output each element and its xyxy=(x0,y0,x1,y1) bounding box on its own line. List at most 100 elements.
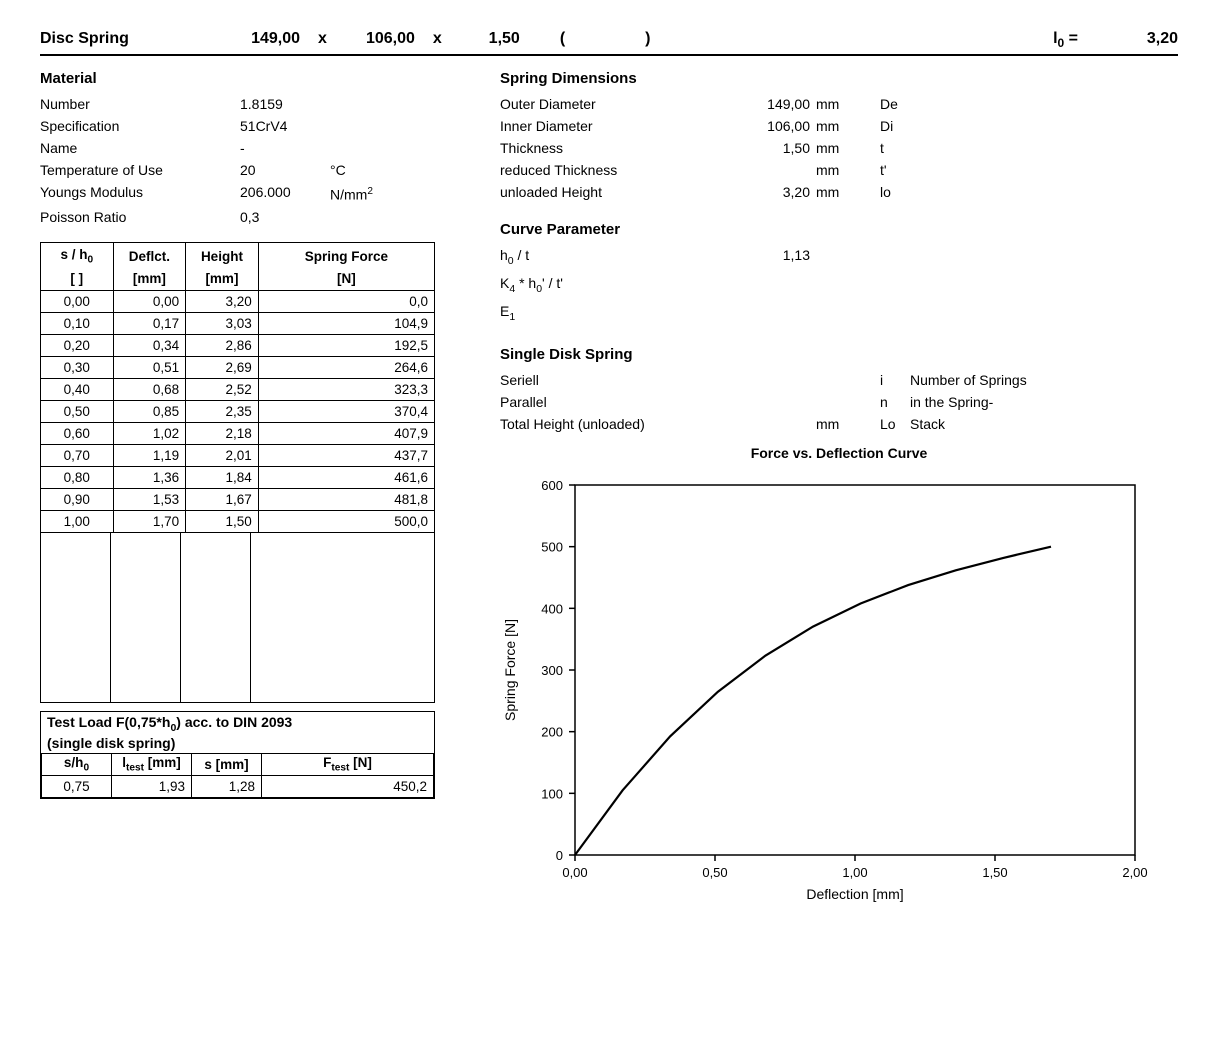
material-value: 51CrV4 xyxy=(240,115,330,137)
dim-label: Outer Diameter xyxy=(500,93,730,115)
x-tick-label: 0,50 xyxy=(702,865,727,880)
x-tick-label: 1,50 xyxy=(982,865,1007,880)
sd-label: Parallel xyxy=(500,391,730,413)
material-value: 20 xyxy=(240,159,330,181)
material-label: Name xyxy=(40,137,240,159)
dim-unit: mm xyxy=(810,93,860,115)
table-cell: 0,90 xyxy=(41,488,114,510)
table-header-unit: [mm] xyxy=(113,267,186,291)
table-cell: 437,7 xyxy=(258,444,434,466)
times-2: x xyxy=(433,30,442,48)
chart-container: 01002003004005006000,000,501,001,502,00S… xyxy=(480,465,1160,905)
table-cell: 407,9 xyxy=(258,422,434,444)
dim-unit: mm xyxy=(810,159,860,181)
testload-cell: 1,28 xyxy=(192,776,262,798)
dimension-row: unloaded Height3,20mmlo xyxy=(500,181,1178,203)
material-label: Specification xyxy=(40,115,240,137)
curve-param-label: E1 xyxy=(500,300,730,328)
dim-unit: mm xyxy=(810,115,860,137)
material-label: Temperature of Use xyxy=(40,159,240,181)
table-cell: 0,85 xyxy=(113,400,186,422)
dim-thick: 1,50 xyxy=(460,30,520,48)
table-cell: 0,00 xyxy=(113,290,186,312)
table-cell: 2,52 xyxy=(186,378,259,400)
table-cell: 1,00 xyxy=(41,510,114,532)
table-cell: 0,40 xyxy=(41,378,114,400)
y-tick-label: 100 xyxy=(541,786,563,801)
table-row: 1,001,701,50500,0 xyxy=(41,510,435,532)
curve-param-value xyxy=(730,300,810,328)
curve-parameter-list: h0 / t1,13K4 * h0' / t'E1 xyxy=(500,244,1178,327)
table-cell: 192,5 xyxy=(258,334,434,356)
material-row: Youngs Modulus206.000N/mm2 xyxy=(40,181,470,206)
single-disk-list: SerielliNumber of SpringsParallelnin the… xyxy=(500,369,1178,435)
single-disk-row: Total Height (unloaded)mmLoStack xyxy=(500,413,1178,435)
table-cell: 0,0 xyxy=(258,290,434,312)
dim-unit: mm xyxy=(810,181,860,203)
table-cell: 0,20 xyxy=(41,334,114,356)
y-tick-label: 400 xyxy=(541,601,563,616)
table-cell: 1,67 xyxy=(186,488,259,510)
material-unit xyxy=(330,115,400,137)
material-list: Number1.8159Specification51CrV4Name-Temp… xyxy=(40,93,470,228)
sd-note: Number of Springs xyxy=(910,369,1027,391)
table-row: 0,701,192,01437,7 xyxy=(41,444,435,466)
material-label: Poisson Ratio xyxy=(40,206,240,228)
sd-value xyxy=(730,391,810,413)
sd-note: Stack xyxy=(910,413,945,435)
dim-value: 1,50 xyxy=(730,137,810,159)
testload-header: Ftest [N] xyxy=(262,754,434,776)
table-cell: 3,20 xyxy=(186,290,259,312)
curve-param-label: K4 * h0' / t' xyxy=(500,272,730,300)
material-row: Name- xyxy=(40,137,470,159)
test-load-title: Test Load F(0,75*h0) acc. to DIN 2093 xyxy=(41,712,434,736)
material-value: 206.000 xyxy=(240,181,330,206)
material-unit xyxy=(330,137,400,159)
material-row: Temperature of Use20°C xyxy=(40,159,470,181)
table-cell: 0,17 xyxy=(113,312,186,334)
table-header: s / h0 xyxy=(41,242,114,266)
y-tick-label: 600 xyxy=(541,478,563,493)
curve-param-label: h0 / t xyxy=(500,244,730,272)
table-cell: 0,60 xyxy=(41,422,114,444)
table-cell: 0,70 xyxy=(41,444,114,466)
left-column: Material Number1.8159Specification51CrV4… xyxy=(40,66,470,904)
spring-dimensions-list: Outer Diameter149,00mmDeInner Diameter10… xyxy=(500,93,1178,203)
y-tick-label: 0 xyxy=(556,848,563,863)
dim-label: unloaded Height xyxy=(500,181,730,203)
testload-cell: 0,75 xyxy=(42,776,112,798)
table-cell: 3,03 xyxy=(186,312,259,334)
material-unit xyxy=(330,93,400,115)
table-cell: 370,4 xyxy=(258,400,434,422)
material-row: Number1.8159 xyxy=(40,93,470,115)
table-cell: 2,01 xyxy=(186,444,259,466)
dim-inner: 106,00 xyxy=(345,30,415,48)
table-row: 0,200,342,86192,5 xyxy=(41,334,435,356)
table-cell: 1,02 xyxy=(113,422,186,444)
sd-symbol: Lo xyxy=(860,413,910,435)
table-cell: 264,6 xyxy=(258,356,434,378)
material-value: 1.8159 xyxy=(240,93,330,115)
testload-header: s/h0 xyxy=(42,754,112,776)
paren-close: ) xyxy=(645,30,650,48)
dimension-row: Outer Diameter149,00mmDe xyxy=(500,93,1178,115)
dim-value xyxy=(730,159,810,181)
sd-unit: mm xyxy=(810,413,860,435)
material-value: - xyxy=(240,137,330,159)
curve-param-row: h0 / t1,13 xyxy=(500,244,1178,272)
dim-value: 149,00 xyxy=(730,93,810,115)
x-tick-label: 0,00 xyxy=(562,865,587,880)
table-cell: 1,53 xyxy=(113,488,186,510)
sd-value xyxy=(730,413,810,435)
y-tick-label: 300 xyxy=(541,663,563,678)
dim-value: 106,00 xyxy=(730,115,810,137)
chart-title: Force vs. Deflection Curve xyxy=(500,445,1178,461)
springdim-heading: Spring Dimensions xyxy=(500,70,1178,87)
dimension-row: Inner Diameter106,00mmDi xyxy=(500,115,1178,137)
y-axis-label: Spring Force [N] xyxy=(502,619,518,721)
table-cell: 500,0 xyxy=(258,510,434,532)
doc-title: Disc Spring xyxy=(40,30,230,48)
table-header: Height xyxy=(186,242,259,266)
table-cell: 481,8 xyxy=(258,488,434,510)
material-row: Specification51CrV4 xyxy=(40,115,470,137)
